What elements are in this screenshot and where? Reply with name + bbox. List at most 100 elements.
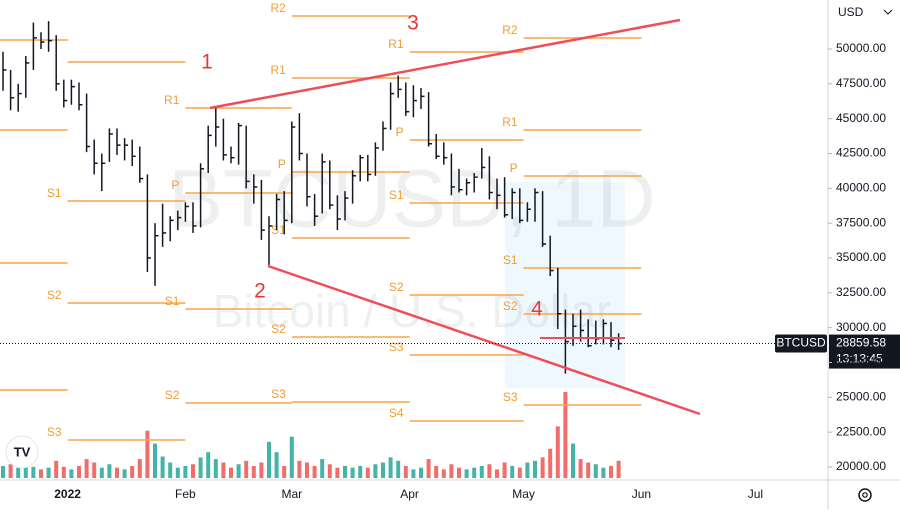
volume-bar (343, 465, 347, 478)
y-tick-label: 32500.00 (836, 285, 886, 299)
pivot-label: S2 (503, 299, 518, 313)
svg-text:TV: TV (14, 444, 31, 459)
pivot-label: P (278, 157, 286, 171)
watermark-title: BTCUSD, 1D (168, 154, 656, 245)
volume-bar (213, 459, 218, 478)
y-tick-label: 20000.00 (836, 459, 886, 473)
volume-bar (373, 464, 378, 478)
pivot-label: R1 (270, 63, 286, 77)
y-tick-label: 25000.00 (836, 390, 886, 404)
wave-label: 3 (407, 12, 419, 35)
volume-bar (244, 460, 249, 478)
wave-label: 1 (201, 51, 213, 74)
volume-bar (426, 459, 431, 478)
wave-label: 4 (531, 298, 543, 321)
x-tick-label: Feb (175, 487, 196, 501)
volume-bar (525, 462, 530, 478)
tv-logo: TV (5, 435, 39, 469)
volume-bar (282, 465, 287, 478)
pivot-label: S2 (165, 388, 180, 402)
volume-bar (61, 466, 66, 478)
volume-bar (99, 467, 104, 478)
currency-chevron[interactable] (883, 9, 893, 15)
volume-bar (31, 466, 36, 478)
volume-bar (457, 467, 461, 478)
volume-bar (39, 469, 43, 478)
pivot-label: S3 (503, 390, 518, 404)
volume-bar (84, 459, 89, 478)
volume-bar (571, 443, 575, 478)
pivot-label: P (171, 178, 179, 192)
volume-bar (130, 465, 135, 478)
volume-bar (137, 459, 142, 478)
volume-bar (609, 465, 613, 478)
volume-bar (403, 465, 408, 478)
lower-trendline (267, 264, 701, 416)
y-tick-label: 30000.00 (836, 320, 886, 334)
volume-bar (563, 392, 568, 478)
volume-bar (586, 462, 591, 478)
volume-bar (601, 467, 606, 478)
volume-bar (115, 467, 119, 478)
pivot-label: S4 (389, 406, 404, 420)
pivot-label: R1 (164, 93, 180, 107)
x-tick-label: Mar (281, 487, 302, 501)
pivot-label: S1 (271, 223, 286, 237)
watermark: BTCUSD, 1D Bitcoin / U.S. Dollar (168, 154, 656, 338)
y-tick-label: 40000.00 (836, 181, 886, 195)
volume-bar (358, 465, 363, 478)
y-tick-label: 45000.00 (836, 111, 886, 125)
pivot-label: S1 (47, 186, 62, 200)
volume-bar (107, 464, 112, 478)
x-tick-label: 2022 (54, 487, 81, 501)
volume-bar (555, 426, 560, 478)
volume-bar (502, 462, 507, 478)
pivot-label: R1 (502, 115, 518, 129)
volume-bar (335, 467, 340, 478)
volume-bar (175, 467, 180, 478)
y-tick-label: 22500.00 (836, 424, 886, 438)
y-tick-label: 35000.00 (836, 250, 886, 264)
volume-bar (122, 469, 127, 478)
symbol-label: BTCUSD (776, 336, 826, 350)
y-tick-label: 42500.00 (836, 146, 886, 160)
volume-bar (259, 462, 264, 478)
x-tick-label: Apr (400, 487, 419, 501)
volume-bar (533, 460, 537, 478)
volume-bar (381, 462, 385, 478)
pivot-label: R1 (388, 37, 404, 51)
pivot-label: P (510, 161, 518, 175)
volume-bar (160, 456, 165, 478)
volume-bar (495, 469, 499, 478)
pivot-label: R2 (502, 23, 518, 37)
volume-bar (411, 469, 416, 478)
volume-bar (8, 464, 13, 478)
symbol-tag (775, 334, 827, 353)
volume-bar (92, 462, 97, 478)
volume-bar (312, 465, 317, 478)
volume-bar (540, 457, 545, 478)
volume-bar (221, 462, 226, 478)
volume-bar (289, 436, 294, 478)
volume-bar (69, 469, 74, 478)
volume-bar (593, 464, 598, 478)
pivot-label: P (396, 125, 404, 139)
volume-bar (274, 452, 279, 478)
volume-bar (168, 462, 173, 478)
volume-bar (479, 465, 484, 478)
settings-icon[interactable] (858, 488, 872, 502)
volume-bar (1, 465, 5, 478)
volume-bar (236, 464, 241, 478)
volume-bar (517, 467, 522, 478)
y-tick-label: 50000.00 (836, 41, 886, 55)
volume-bar (267, 441, 271, 478)
volume-bar (183, 465, 188, 478)
volume-bar (305, 462, 309, 478)
pivot-label: R2 (270, 1, 286, 15)
volume-bar (206, 452, 211, 478)
volume-bar (327, 464, 332, 478)
volume-bar (229, 467, 233, 478)
wave-label: 2 (254, 280, 266, 303)
volume-bar (153, 443, 157, 478)
